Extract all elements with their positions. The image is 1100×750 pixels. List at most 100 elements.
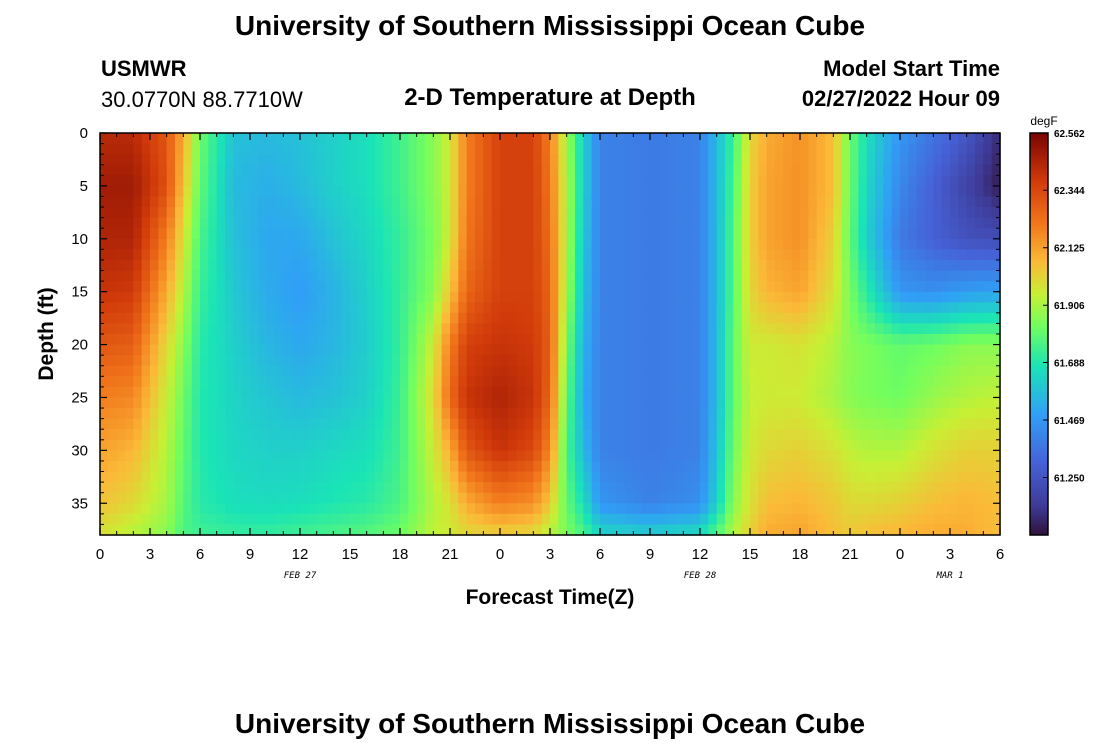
heatmap-cell xyxy=(325,503,334,515)
heatmap-cell xyxy=(725,196,734,208)
heatmap-cell xyxy=(858,429,868,441)
heatmap-cell xyxy=(583,154,593,166)
heatmap-cell xyxy=(700,207,709,219)
heatmap-cell xyxy=(700,344,709,356)
heatmap-cell xyxy=(983,270,993,282)
heatmap-cell xyxy=(941,185,951,198)
heatmap-cell xyxy=(600,482,609,494)
heatmap-cell xyxy=(750,386,759,399)
heatmap-cell xyxy=(575,386,584,399)
heatmap-cell xyxy=(266,207,276,219)
heatmap-cell xyxy=(525,143,534,155)
heatmap-cell xyxy=(925,355,934,367)
heatmap-cell xyxy=(875,460,884,473)
heatmap-cell xyxy=(216,228,226,240)
heatmap-cell xyxy=(316,185,326,198)
heatmap-cell xyxy=(741,492,751,504)
heatmap-cell xyxy=(783,513,793,526)
heatmap-cell xyxy=(133,185,143,198)
heatmap-cell xyxy=(950,291,959,303)
heatmap-cell xyxy=(425,291,434,303)
heatmap-cell xyxy=(450,175,459,187)
heatmap-cell xyxy=(258,302,268,314)
heatmap-cell xyxy=(616,217,626,229)
heatmap-cell xyxy=(541,460,551,473)
heatmap-cell xyxy=(866,291,876,303)
heatmap-cell xyxy=(525,249,534,261)
heatmap-cell xyxy=(891,471,901,483)
heatmap-cell xyxy=(441,207,451,219)
heatmap-cell xyxy=(650,164,659,176)
heatmap-cell xyxy=(975,281,984,293)
heatmap-cell xyxy=(283,270,293,282)
heatmap-cell xyxy=(933,344,943,356)
heatmap-cell xyxy=(250,259,259,272)
heatmap-cell xyxy=(483,471,493,483)
heatmap-cell xyxy=(783,386,793,399)
heatmap-cell xyxy=(600,133,609,145)
heatmap-cell xyxy=(983,386,993,399)
heatmap-cell xyxy=(933,460,943,473)
heatmap-cell xyxy=(400,185,409,198)
heatmap-cell xyxy=(133,408,143,420)
heatmap-cell xyxy=(391,175,401,187)
heatmap-cell xyxy=(608,323,618,335)
heatmap-cell xyxy=(733,249,743,261)
heatmap-cell xyxy=(825,492,834,504)
heatmap-cell xyxy=(108,185,118,198)
heatmap-cell xyxy=(925,164,934,176)
heatmap-cell xyxy=(875,376,884,388)
heatmap-cell xyxy=(525,270,534,282)
heatmap-cell xyxy=(933,270,943,282)
heatmap-cell xyxy=(550,238,559,250)
heatmap-cell xyxy=(308,397,318,409)
heatmap-cell xyxy=(475,185,484,198)
heatmap-cell xyxy=(466,175,476,187)
heatmap-cell xyxy=(408,376,418,388)
heatmap-cell xyxy=(133,386,143,399)
heatmap-cell xyxy=(441,281,451,293)
heatmap-cell xyxy=(908,196,918,208)
heatmap-cell xyxy=(583,386,593,399)
heatmap-cell xyxy=(783,302,793,314)
heatmap-cell xyxy=(600,492,609,504)
heatmap-cell xyxy=(150,175,159,187)
heatmap-cell xyxy=(108,302,118,314)
heatmap-cell xyxy=(775,397,784,409)
heatmap-cell xyxy=(858,185,868,198)
heatmap-cell xyxy=(766,439,776,451)
heatmap-cell xyxy=(383,323,393,335)
heatmap-cell xyxy=(841,302,851,314)
heatmap-cell xyxy=(316,471,326,483)
heatmap-cell xyxy=(883,164,893,176)
heatmap-cell xyxy=(141,175,151,187)
heatmap-cell xyxy=(916,238,926,250)
heatmap-cell xyxy=(183,133,193,145)
heatmap-cell xyxy=(591,439,601,451)
heatmap-cell xyxy=(808,228,818,240)
heatmap-cell xyxy=(166,376,176,388)
heatmap-cell xyxy=(891,312,901,325)
heatmap-cell xyxy=(508,217,518,229)
heatmap-cell xyxy=(808,334,818,346)
heatmap-cell xyxy=(975,450,984,462)
heatmap-cell xyxy=(125,439,134,451)
heatmap-cell xyxy=(841,334,851,346)
heatmap-cell xyxy=(733,418,743,430)
heatmap-cell xyxy=(850,133,859,145)
heatmap-cell xyxy=(400,196,409,208)
heatmap-cell xyxy=(841,386,851,399)
heatmap-cell xyxy=(425,175,434,187)
heatmap-cell xyxy=(575,344,584,356)
heatmap-cell xyxy=(625,439,634,451)
heatmap-cell xyxy=(475,323,484,335)
heatmap-cell xyxy=(933,312,943,325)
date-label: FEB 28 xyxy=(684,571,717,581)
heatmap-cell xyxy=(741,143,751,155)
heatmap-cell xyxy=(700,376,709,388)
heatmap-cell xyxy=(425,408,434,420)
heatmap-cell xyxy=(900,386,909,399)
heatmap-cell xyxy=(283,408,293,420)
heatmap-cell xyxy=(983,175,993,187)
heatmap-cell xyxy=(258,397,268,409)
